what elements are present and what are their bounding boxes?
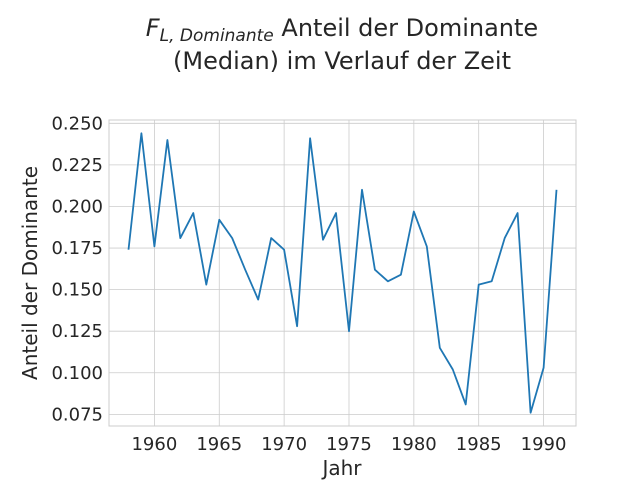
y-tick-label: 0.250 bbox=[51, 113, 103, 134]
y-tick-label: 0.175 bbox=[51, 238, 103, 259]
x-tick-label: 1975 bbox=[326, 434, 372, 455]
x-tick-label: 1965 bbox=[196, 434, 242, 455]
y-tick-labels: 0.075 0.100 0.125 0.150 0.175 0.200 0.225 0.250 bbox=[51, 113, 103, 425]
title-symbol-subscript: L, Dominante bbox=[160, 26, 274, 46]
y-tick-label: 0.200 bbox=[51, 196, 103, 217]
x-tick-label: 1990 bbox=[521, 434, 567, 455]
y-axis-label: Anteil der Dominante bbox=[18, 166, 42, 380]
x-tick-label: 1960 bbox=[131, 434, 177, 455]
y-tick-label: 0.150 bbox=[51, 280, 103, 301]
title-line1-text: Anteil der Dominante bbox=[281, 14, 538, 42]
y-tick-label: 0.100 bbox=[51, 363, 103, 384]
chart-title-line1: FL, Dominante Anteil der Dominante bbox=[146, 14, 538, 46]
y-tick-label: 0.075 bbox=[51, 404, 103, 425]
x-tick-label: 1980 bbox=[391, 434, 437, 455]
title-symbol: F bbox=[146, 14, 161, 42]
gridlines bbox=[109, 120, 576, 426]
y-tick-label: 0.125 bbox=[51, 321, 103, 342]
x-tick-labels: 1960 1965 1970 1975 1980 1985 1990 bbox=[131, 434, 566, 455]
plot-frame bbox=[108, 119, 577, 427]
series-group bbox=[127, 132, 558, 414]
chart-title-line2: (Median) im Verlauf der Zeit bbox=[173, 47, 511, 75]
y-tick-label: 0.225 bbox=[51, 155, 103, 176]
x-tick-label: 1970 bbox=[261, 434, 307, 455]
chart-title: FL, Dominante Anteil der Dominante (Medi… bbox=[146, 14, 538, 75]
series-line bbox=[127, 132, 558, 414]
x-axis-label: Jahr bbox=[320, 456, 362, 480]
x-tick-label: 1985 bbox=[456, 434, 502, 455]
title-line1-rest bbox=[274, 14, 282, 42]
